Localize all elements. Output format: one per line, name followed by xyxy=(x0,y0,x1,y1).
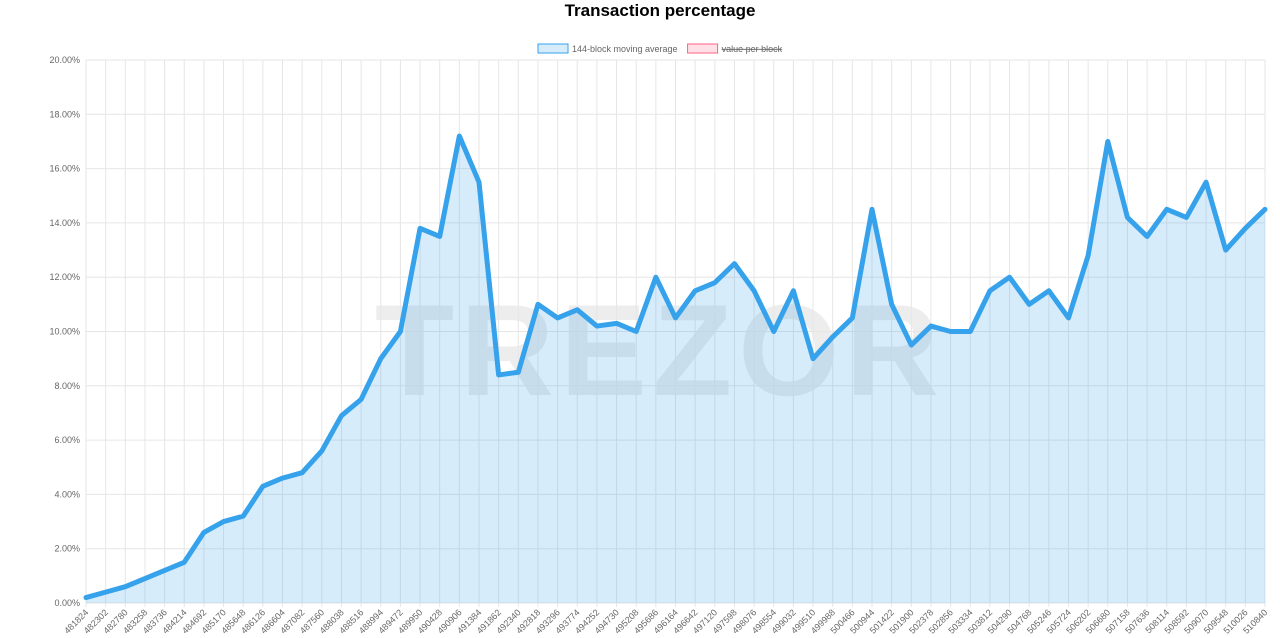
y-tick-label: 18.00% xyxy=(49,109,80,119)
y-tick-label: 2.00% xyxy=(54,544,80,554)
y-tick-label: 10.00% xyxy=(49,327,80,337)
legend-label: 144-block moving average xyxy=(572,44,678,54)
line xyxy=(83,133,1268,601)
watermark: TREZOR xyxy=(375,277,945,423)
area xyxy=(86,136,1265,603)
legend-label: value per block xyxy=(722,44,783,54)
y-tick-label: 6.00% xyxy=(54,435,80,445)
legend-swatch xyxy=(687,43,719,54)
y-tick-label: 20.00% xyxy=(49,55,80,65)
y-tick-label: 16.00% xyxy=(49,164,80,174)
y-tick-label: 12.00% xyxy=(49,272,80,282)
y-tick-label: 8.00% xyxy=(54,381,80,391)
y-tick-label: 14.00% xyxy=(49,218,80,228)
legend-swatch xyxy=(537,43,569,54)
y-tick-label: 0.00% xyxy=(54,598,80,608)
y-tick-label: 4.00% xyxy=(54,489,80,499)
chart-title: Transaction percentage xyxy=(565,1,756,20)
